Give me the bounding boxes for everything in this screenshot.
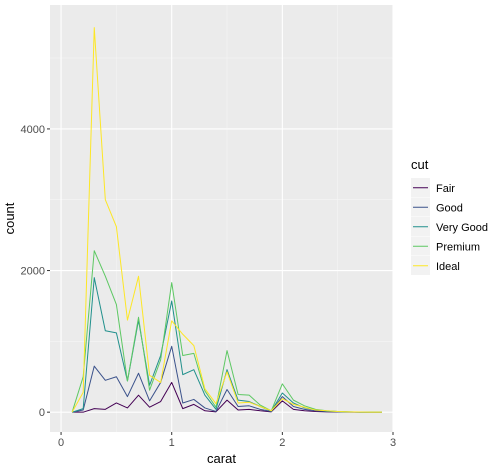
plot-panel bbox=[50, 5, 393, 432]
y-axis-title: count bbox=[2, 202, 17, 234]
series-line-ideal bbox=[71, 27, 382, 413]
x-tick-label: 0 bbox=[58, 437, 64, 449]
x-axis-title: carat bbox=[207, 451, 236, 466]
x-tick-label: 2 bbox=[279, 437, 285, 449]
legend-label: Good bbox=[436, 202, 463, 214]
y-tick-label: 2000 bbox=[21, 266, 45, 278]
y-tick-label: 4000 bbox=[21, 124, 45, 136]
x-tick-label: 1 bbox=[169, 437, 175, 449]
legend-label: Ideal bbox=[436, 261, 460, 273]
x-tick-label: 3 bbox=[390, 437, 396, 449]
y-tick-label: 0 bbox=[39, 407, 45, 419]
legend-label: Very Good bbox=[436, 222, 488, 234]
series-lines bbox=[71, 27, 382, 413]
legend-label: Premium bbox=[436, 241, 480, 253]
legend: cut Fair Good Very Good Premium Ideal bbox=[411, 157, 488, 275]
legend-title: cut bbox=[411, 157, 429, 172]
legend-label: Fair bbox=[436, 183, 455, 195]
axes: 0 1 2 3 0 2000 4000 bbox=[21, 124, 397, 449]
